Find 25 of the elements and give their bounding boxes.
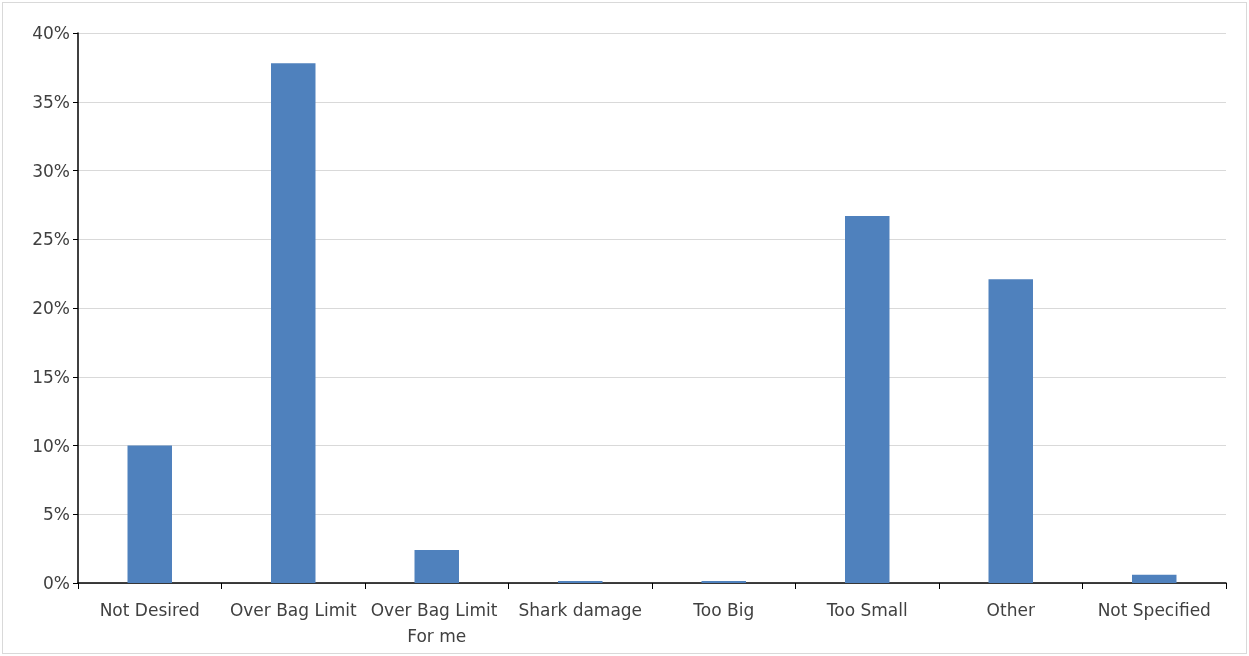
x-tick-label: Shark damage [518, 600, 643, 620]
y-tick-label: 25% [32, 229, 70, 250]
bar [701, 580, 746, 583]
bar [271, 63, 316, 583]
x-tick-label: Not Specified [1097, 600, 1211, 620]
y-tick-label: 30% [32, 160, 70, 181]
y-tick-label: 35% [32, 91, 70, 112]
y-tick-label: 10% [32, 435, 70, 456]
x-tick-label: Over Bag Limit [229, 600, 357, 620]
x-tick-label: Not Desired [99, 600, 200, 620]
y-tick-label: 40% [32, 23, 70, 43]
x-tick-label: Too Big [692, 600, 755, 620]
bar [988, 279, 1033, 583]
y-tick-label: 0% [43, 573, 70, 593]
x-tick-label: Too Small [825, 600, 908, 620]
y-tick-label: 20% [32, 298, 70, 318]
x-tick-label: Over Bag Limit For me [370, 600, 503, 646]
bar [558, 580, 603, 583]
bar [1132, 574, 1177, 583]
bar [414, 550, 459, 583]
x-tick-label: Other [986, 600, 1035, 620]
bar [127, 445, 172, 583]
y-tick-label: 5% [43, 504, 70, 525]
y-tick-label: 15% [32, 366, 70, 387]
bar [845, 215, 890, 583]
